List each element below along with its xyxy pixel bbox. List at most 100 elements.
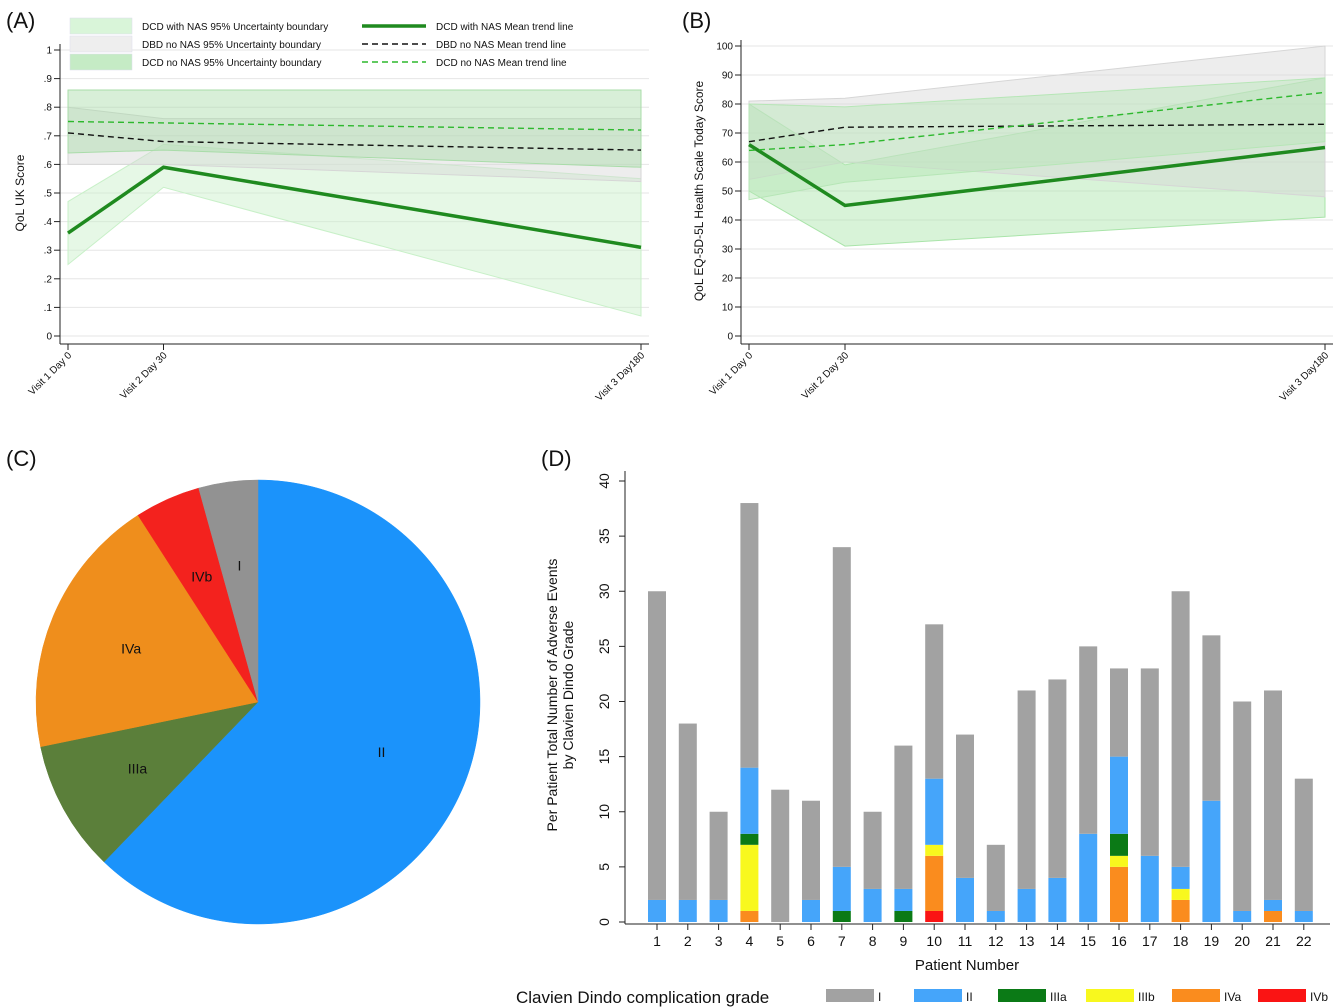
legend-label: DBD no NAS Mean trend line	[436, 40, 567, 51]
legend-label: II	[966, 990, 973, 1004]
bar-segment	[925, 855, 944, 911]
bar-segment	[832, 910, 851, 922]
bar-segment	[863, 811, 882, 889]
bar-segment	[740, 503, 759, 768]
bar-segment	[678, 899, 697, 922]
mean-trend-line	[67, 165, 642, 250]
legend-label: DCD with NAS 95% Uncertainty boundary	[142, 22, 328, 33]
y-tick-label: 80	[722, 100, 734, 111]
pie-slice	[198, 479, 259, 703]
x-tick-label: 6	[807, 933, 815, 949]
y-tick-label: .4	[44, 217, 53, 228]
plot-area	[60, 44, 649, 336]
y-tick-label: .8	[44, 103, 53, 114]
uncertainty-band	[67, 106, 642, 183]
x-tick-label: Visit 3 Day180	[594, 350, 648, 404]
bar-segment	[771, 789, 790, 922]
legend-swatch-band	[69, 17, 133, 35]
bar-segment	[894, 745, 913, 889]
panel-label: (C)	[6, 446, 37, 471]
bar-segment	[1110, 833, 1128, 856]
legend-label: I	[878, 990, 881, 1004]
pie-slice	[35, 514, 259, 748]
x-tick-label: 20	[1234, 933, 1250, 949]
mean-trend-line	[748, 91, 1326, 152]
legend-swatch-band	[69, 35, 133, 53]
bar-segment	[894, 888, 913, 911]
y-tick-label: 20	[596, 694, 612, 710]
y-tick-label: 35	[596, 528, 612, 544]
bar-segment	[1294, 778, 1313, 911]
pie-slice-label: IVa	[121, 641, 141, 657]
y-tick-label: .5	[44, 189, 53, 200]
x-tick-label: 15	[1080, 933, 1096, 949]
pie-slice-label: IVb	[191, 568, 212, 584]
bar-segment	[1110, 668, 1128, 757]
legend-swatch	[826, 989, 874, 1002]
x-tick-label: 7	[838, 933, 846, 949]
y-tick-label: 5	[596, 863, 612, 871]
bar-segment	[740, 910, 759, 922]
bar-segment	[1202, 800, 1221, 922]
y-tick-label: 10	[722, 303, 734, 314]
pie-slice-label: II	[378, 744, 386, 760]
chart-c: II IIIa IVa IVb I	[35, 479, 481, 925]
x-tick-label: 11	[958, 933, 973, 949]
panel-label: (D)	[541, 446, 572, 471]
bar-segment	[1233, 910, 1252, 922]
x-tick-label: 5	[776, 933, 784, 949]
bar-segment	[1171, 866, 1190, 889]
x-tick-label: 21	[1265, 933, 1281, 949]
bar-segment	[956, 877, 974, 922]
y-axis-title: by Clavien Dindo Grade	[560, 620, 576, 769]
y-tick-label: 20	[722, 274, 734, 285]
x-tick-label: Visit 1 Day 0	[708, 350, 756, 398]
bar-segment	[1140, 855, 1159, 922]
mean-trend-line	[67, 132, 642, 151]
x-tick-label: Visit 2 Day 30	[118, 350, 170, 402]
x-tick-label: Visit 1 Day 0	[27, 350, 75, 398]
y-tick-label: 30	[596, 583, 612, 599]
y-tick-label: 50	[722, 187, 734, 198]
x-tick-label: 19	[1204, 933, 1220, 949]
x-tick-label: 16	[1111, 933, 1127, 949]
x-tick-label: 10	[926, 933, 942, 949]
x-tick-label: Visit 3 Day180	[1278, 350, 1332, 404]
bar-segment	[832, 866, 851, 911]
y-tick-label: 100	[716, 42, 733, 53]
legend-swatch	[998, 989, 1046, 1002]
y-axis-title: QoL EQ-5D-5L Health Scale Today Score	[692, 81, 706, 302]
y-tick-label: .7	[44, 131, 53, 142]
bar-segment	[740, 833, 759, 845]
y-tick-label: 70	[722, 129, 734, 140]
y-tick-label: 0	[46, 332, 52, 343]
y-tick-label: .9	[44, 74, 53, 85]
bar-segment	[1048, 877, 1067, 922]
y-tick-label: 40	[596, 473, 612, 489]
bar-segment	[1171, 899, 1190, 922]
mean-trend-line	[748, 143, 1326, 208]
panel-label: (B)	[682, 8, 711, 33]
y-tick-label: 10	[596, 804, 612, 820]
y-tick-label: 60	[722, 158, 734, 169]
x-tick-label: 13	[1019, 933, 1035, 949]
pie-slice-label: I	[237, 558, 241, 574]
bar-segment	[802, 899, 820, 922]
pie-slice	[103, 479, 481, 925]
uncertainty-band	[67, 143, 642, 317]
bar-segment	[1264, 899, 1282, 911]
bar-segment	[925, 624, 944, 779]
x-tick-label: 4	[746, 933, 754, 949]
legend-label: IIIa	[1050, 990, 1067, 1004]
legend-panel-a: DCD with NAS 95% Uncertainty boundary DBD…	[69, 17, 574, 71]
y-tick-label: .3	[44, 246, 53, 257]
x-axis-title: Patient Number	[915, 957, 1019, 974]
bar-segment	[1079, 646, 1098, 834]
y-tick-label: 40	[722, 216, 734, 227]
bar-segment	[1110, 756, 1128, 834]
legend-label: IVa	[1224, 990, 1241, 1004]
x-tick-label: 8	[869, 933, 877, 949]
y-tick-label: 0	[727, 332, 733, 343]
pie-slice	[40, 701, 259, 863]
legend-swatch	[1086, 989, 1134, 1002]
